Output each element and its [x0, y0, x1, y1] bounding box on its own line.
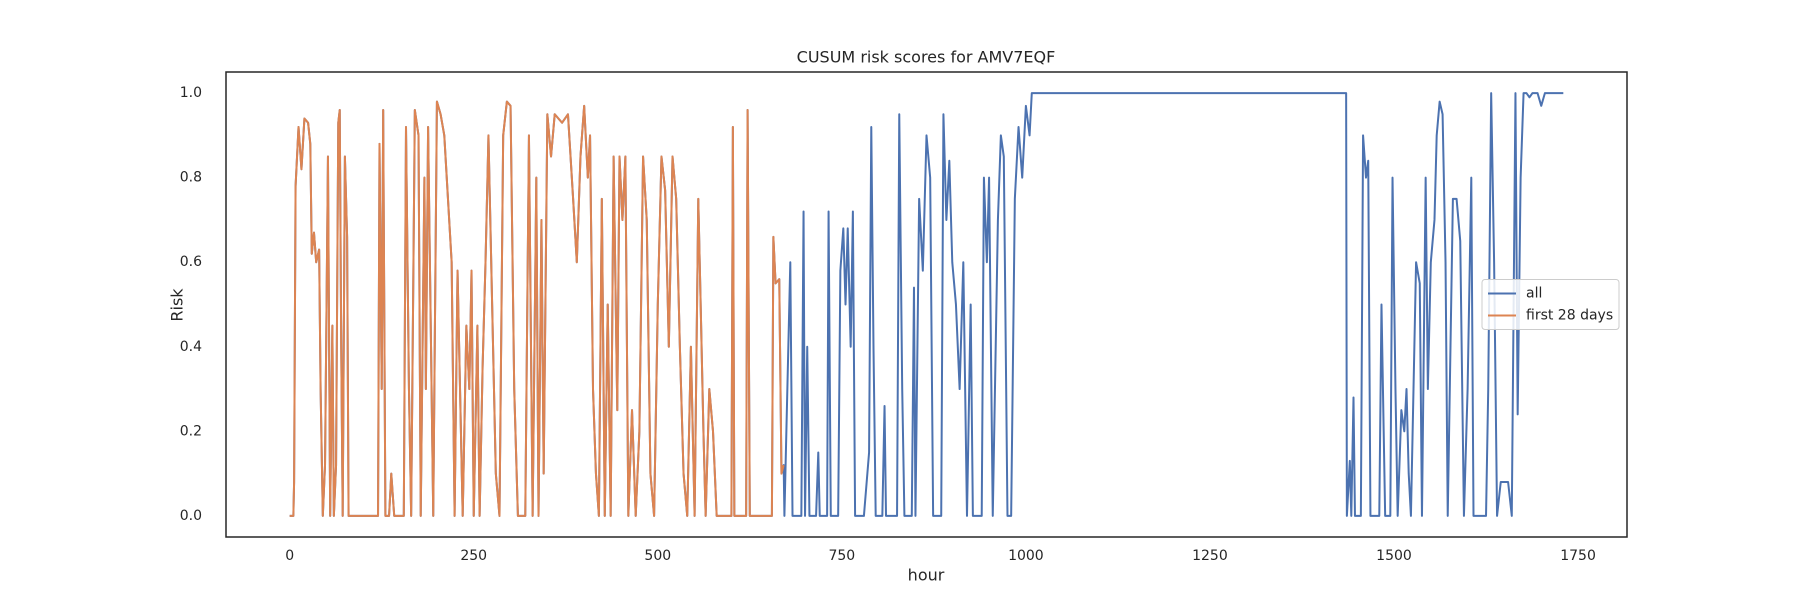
x-tick-label: 0: [285, 548, 294, 564]
x-tick-label: 500: [644, 548, 671, 564]
y-tick-label: 1.0: [180, 85, 202, 101]
x-tick-label: 1250: [1192, 548, 1228, 564]
y-tick-label: 0.2: [180, 423, 202, 439]
y-tick-label: 0.6: [180, 254, 202, 270]
y-tick-label: 0.8: [180, 170, 202, 186]
y-axis-label: Risk: [168, 288, 187, 322]
chart-title: CUSUM risk scores for AMV7EQF: [797, 48, 1056, 67]
x-tick-label: 750: [828, 548, 855, 564]
x-axis-label: hour: [908, 566, 945, 585]
x-tick-label: 1000: [1008, 548, 1044, 564]
legend-label: first 28 days: [1526, 308, 1613, 324]
plot-frame: [225, 71, 1628, 538]
series-line: [289, 100, 785, 517]
x-tick-label: 1500: [1376, 548, 1412, 564]
legend-box: [1481, 279, 1620, 330]
y-tick-label: 0.4: [180, 339, 202, 355]
legend-label: all: [1526, 286, 1542, 302]
x-tick-label: 1750: [1560, 548, 1596, 564]
y-tick-label: 0.0: [180, 508, 202, 524]
x-tick-label: 250: [460, 548, 487, 564]
